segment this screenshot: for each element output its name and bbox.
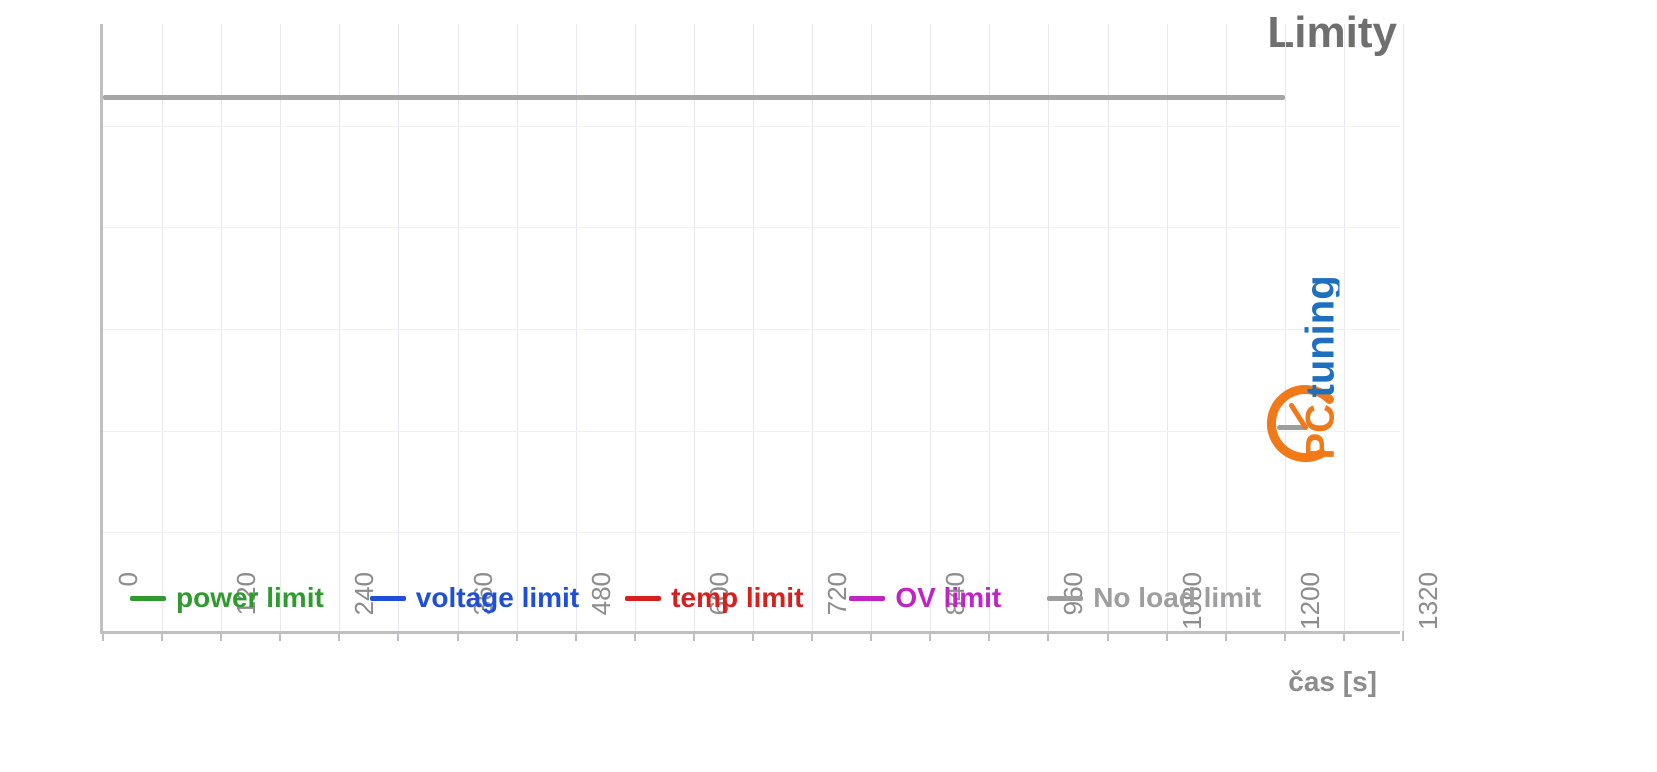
- x-tick: [161, 631, 163, 641]
- x-tick: [457, 631, 459, 641]
- gridline-vertical: [458, 24, 459, 631]
- gridline-vertical: [517, 24, 518, 631]
- x-tick: [516, 631, 518, 641]
- gridline-horizontal: [103, 227, 1400, 228]
- legend-swatch: [1047, 596, 1083, 601]
- x-tick: [1047, 631, 1049, 641]
- gridline-vertical: [398, 24, 399, 631]
- gridline-horizontal: [103, 329, 1400, 330]
- x-tick: [1225, 631, 1227, 641]
- gridline-vertical: [280, 24, 281, 631]
- x-tick: [1402, 631, 1404, 641]
- legend-item: OV limit: [849, 582, 1001, 614]
- gridline-horizontal: [103, 126, 1400, 127]
- legend-swatch: [625, 596, 661, 601]
- gridline-horizontal: [103, 431, 1400, 432]
- gridline-vertical: [1108, 24, 1109, 631]
- watermark-pc: PC: [1299, 404, 1340, 460]
- x-tick: [1284, 631, 1286, 641]
- gridline-vertical: [694, 24, 695, 631]
- gridline-vertical: [162, 24, 163, 631]
- x-tick: [1343, 631, 1345, 641]
- legend-label: power limit: [176, 582, 324, 614]
- chart-container: Limity 012024036048060072084096010801200…: [0, 0, 1657, 772]
- legend-swatch: [849, 596, 885, 601]
- gridline-vertical: [871, 24, 872, 631]
- x-tick: [102, 631, 104, 641]
- legend-swatch: [130, 596, 166, 601]
- gridline-vertical: [339, 24, 340, 631]
- gridline-vertical: [989, 24, 990, 631]
- gridline-vertical: [1226, 24, 1227, 631]
- gridline-vertical: [1403, 24, 1404, 631]
- x-tick: [634, 631, 636, 641]
- legend: power limit voltage limit temp limit OV lim…: [130, 582, 1261, 614]
- gridline-vertical: [635, 24, 636, 631]
- legend-label: No load limit: [1093, 582, 1261, 614]
- x-tick: [1166, 631, 1168, 641]
- x-tick: [1107, 631, 1109, 641]
- x-tick: [870, 631, 872, 641]
- gridline-vertical: [753, 24, 754, 631]
- gridline-vertical: [930, 24, 931, 631]
- legend-label: temp limit: [671, 582, 803, 614]
- x-tick: [752, 631, 754, 641]
- watermark-tuning: tuning: [1299, 275, 1340, 397]
- x-tick: [575, 631, 577, 641]
- gridline-vertical: [1167, 24, 1168, 631]
- gridline-vertical: [812, 24, 813, 631]
- legend-label: voltage limit: [416, 582, 579, 614]
- x-tick: [338, 631, 340, 641]
- series-line: [103, 95, 1285, 100]
- legend-label: OV limit: [895, 582, 1001, 614]
- x-tick: [988, 631, 990, 641]
- legend-item: power limit: [130, 582, 324, 614]
- x-axis-label: čas [s]: [1288, 666, 1377, 698]
- legend-item: voltage limit: [370, 582, 579, 614]
- legend-item: No load limit: [1047, 582, 1261, 614]
- legend-swatch: [370, 596, 406, 601]
- x-tick-label: 1320: [1413, 572, 1444, 652]
- x-tick-label: 1200: [1295, 572, 1326, 652]
- x-tick: [811, 631, 813, 641]
- x-tick: [929, 631, 931, 641]
- watermark-logo: PC tuning: [1250, 218, 1345, 478]
- legend-item: temp limit: [625, 582, 803, 614]
- x-tick: [693, 631, 695, 641]
- gridline-vertical: [221, 24, 222, 631]
- x-tick: [279, 631, 281, 641]
- x-tick: [397, 631, 399, 641]
- x-tick: [220, 631, 222, 641]
- gridline-vertical: [576, 24, 577, 631]
- gridline-horizontal: [103, 532, 1400, 533]
- gridline-vertical: [1048, 24, 1049, 631]
- plot-area: 0120240360480600720840960108012001320: [100, 24, 1400, 634]
